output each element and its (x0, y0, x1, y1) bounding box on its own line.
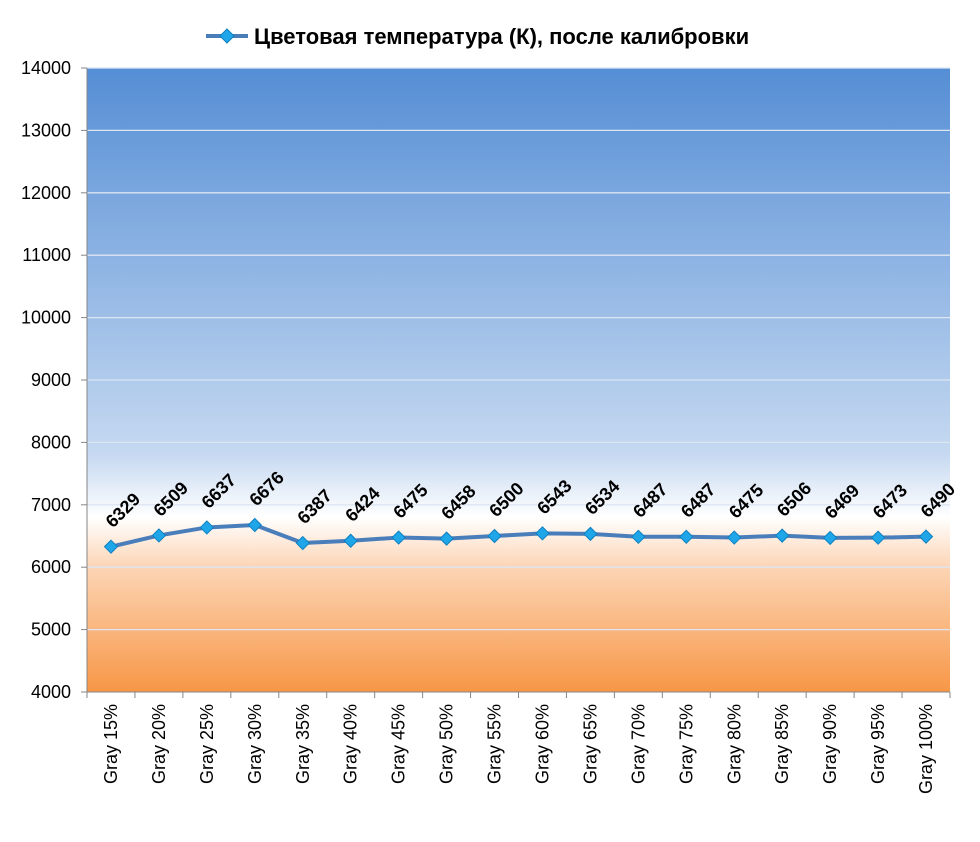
x-tick-label: Gray 65% (580, 704, 600, 784)
y-tick-label: 7000 (31, 495, 71, 515)
legend-label: Цветовая температура (К), после калибров… (254, 24, 749, 49)
x-tick-label: Gray 75% (676, 704, 696, 784)
x-tick-label: Gray 30% (245, 704, 265, 784)
data-point-marker (295, 535, 310, 551)
data-point-marker (727, 530, 742, 545)
data-point-marker (103, 539, 119, 554)
x-tick-label: Gray 80% (724, 704, 744, 784)
y-tick-label: 8000 (31, 432, 71, 452)
x-tick-label: Gray 100% (916, 704, 936, 794)
y-tick-label: 14000 (21, 58, 71, 78)
data-point-marker (774, 528, 790, 543)
x-tick-label: Gray 55% (485, 704, 505, 784)
data-point-marker (631, 529, 646, 545)
y-tick-label: 6000 (31, 557, 71, 577)
y-tick-label: 13000 (21, 120, 71, 140)
data-point-marker (151, 528, 167, 543)
data-point-marker (583, 526, 598, 542)
data-point-marker (679, 529, 694, 545)
x-tick-label: Gray 35% (293, 704, 313, 784)
data-point-marker (199, 520, 215, 535)
y-tick-label: 12000 (21, 183, 71, 203)
x-tick-label: Gray 95% (868, 704, 888, 784)
x-tick-label: Gray 90% (820, 704, 840, 784)
data-point-marker (535, 526, 550, 541)
legend: Цветовая температура (К), после калибров… (206, 24, 749, 49)
legend-marker-icon (219, 28, 235, 44)
y-axis-ticks: 4000 5000 6000 7000 8000 9000 10000 11000 12000 1… (21, 58, 87, 702)
x-tick-label: Gray 25% (197, 704, 217, 784)
data-point-marker (822, 530, 838, 546)
data-point-marker (487, 528, 502, 544)
data-point-marker (247, 517, 263, 533)
y-tick-label: 4000 (31, 682, 71, 702)
data-point-marker (918, 529, 934, 544)
series-group (103, 517, 934, 554)
x-tick-label: Gray 85% (772, 704, 792, 784)
y-tick-label: 11000 (22, 245, 71, 265)
data-point-marker (343, 533, 358, 548)
x-tick-label: Gray 70% (628, 704, 648, 784)
data-point-marker (391, 530, 406, 545)
x-axis-ticks: Gray 15% Gray 20% Gray 25% Gray 30% Gray 35%… (86, 692, 951, 794)
data-point-marker (870, 530, 886, 545)
x-tick-label: Gray 40% (341, 704, 361, 784)
x-tick-label: Gray 60% (532, 704, 552, 784)
y-tick-label: 10000 (21, 308, 71, 328)
x-tick-label: Gray 20% (149, 704, 169, 784)
gridlines (87, 67, 950, 631)
y-tick-label: 5000 (31, 620, 71, 640)
y-tick-label: 9000 (31, 370, 71, 390)
data-point-marker (439, 531, 454, 546)
series-line (110, 523, 927, 549)
x-tick-label: Gray 50% (437, 704, 457, 784)
x-tick-label: Gray 15% (101, 704, 121, 784)
x-tick-label: Gray 45% (389, 704, 409, 784)
